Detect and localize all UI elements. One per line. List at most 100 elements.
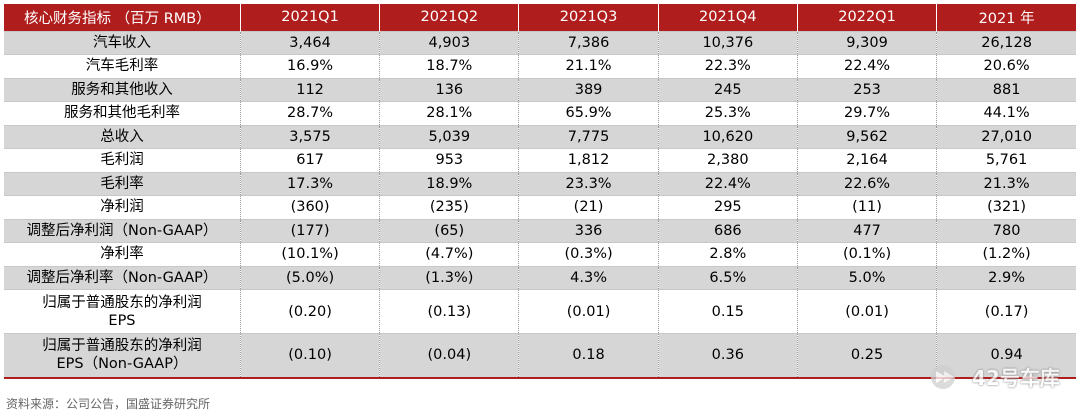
table-cell: 0.15 — [657, 289, 798, 334]
table-cell: 26,128 — [936, 30, 1076, 55]
table-cell: 3,464 — [239, 30, 380, 55]
table-cell: (360) — [239, 195, 380, 219]
table-cell: 25.3% — [657, 101, 798, 125]
header-period: 2021Q2 — [379, 4, 519, 31]
row-label-text: 汽车毛利率 — [85, 58, 159, 75]
row-label-text: 汽车收入 — [92, 34, 151, 51]
table-row: 毛利率 17.3% 18.9% 23.3% 22.4% 22.6% 21.3% — [4, 171, 1076, 196]
table-cell: 112 — [239, 77, 380, 102]
table-cell: (0.1%) — [796, 242, 937, 266]
table-cell: (0.01) — [518, 289, 659, 334]
row-label-text: 毛利率 — [100, 175, 144, 192]
table-cell: 21.3% — [936, 171, 1076, 196]
header-period: 2022Q1 — [796, 4, 937, 31]
table-body: 汽车收入 3,464 4,903 7,386 10,376 9,309 26,128 汽车毛利… — [4, 30, 1076, 379]
table-cell: 389 — [518, 77, 659, 102]
table-row: 总收入 3,575 5,039 7,775 10,620 9,562 27,010 — [4, 124, 1076, 149]
table-cell: 2,380 — [657, 148, 798, 172]
table-cell: 22.4% — [796, 54, 937, 78]
financial-table-container: 核心财务指标 （百万 RMB） 2021Q1 2021Q2 2021Q3 2021Q4 2… — [4, 4, 1076, 379]
table-cell: 6.5% — [657, 265, 798, 290]
table-cell: 5,761 — [936, 148, 1076, 172]
garage-logo-icon — [931, 364, 955, 389]
table-cell: 0.36 — [657, 333, 798, 379]
table-cell: 9,562 — [796, 124, 937, 149]
table-cell: (235) — [379, 195, 519, 219]
table-cell: 4,903 — [379, 30, 519, 55]
table-cell: 881 — [936, 77, 1076, 102]
table-cell: 4.3% — [518, 265, 659, 290]
table-cell: 28.1% — [379, 101, 519, 125]
table-cell: (0.20) — [239, 289, 380, 334]
row-label-text: 净利率 — [100, 246, 144, 263]
table-cell: 20.6% — [936, 54, 1076, 78]
row-label: 服务和其他毛利率 — [4, 101, 241, 125]
source-footnote: 资料来源：公司公告，国盛证券研究所 — [6, 397, 211, 411]
row-label: 服务和其他收入 — [4, 77, 241, 102]
table-cell: 22.6% — [796, 171, 937, 196]
table-cell: 5,039 — [379, 124, 519, 149]
table-cell: (10.1%) — [239, 242, 380, 266]
table-row: 服务和其他毛利率 28.7% 28.1% 65.9% 25.3% 29.7% 44.1% — [4, 101, 1076, 125]
table-cell: 136 — [379, 77, 519, 102]
row-label: 毛利率 — [4, 171, 241, 196]
row-label: 归属于普通股东的净利润 EPS — [4, 289, 241, 334]
row-label: 汽车收入 — [4, 30, 241, 55]
table-cell: (1.2%) — [936, 242, 1076, 266]
row-label: 归属于普通股东的净利润 EPS（Non-GAAP） — [4, 333, 241, 379]
table-cell: 953 — [379, 148, 519, 172]
row-label: 净利率 — [4, 242, 241, 266]
header-metric-label: 核心财务指标 （百万 RMB） — [24, 10, 211, 27]
table-cell: 7,386 — [518, 30, 659, 55]
table-cell: 10,376 — [657, 30, 798, 55]
table-cell: 23.3% — [518, 171, 659, 196]
table-cell: 29.7% — [796, 101, 937, 125]
table-cell: 253 — [796, 77, 937, 102]
row-label-text: 净利润 — [100, 199, 144, 216]
table-header-row: 核心财务指标 （百万 RMB） 2021Q1 2021Q2 2021Q3 2021Q4 2… — [4, 4, 1076, 31]
row-label-text: 服务和其他毛利率 — [63, 105, 180, 122]
row-label: 调整后净利润（Non-GAAP） — [4, 218, 241, 243]
table-cell: 295 — [657, 195, 798, 219]
table-row: 调整后净利润（Non-GAAP） (177) (65) 336 686 477 780 — [4, 218, 1076, 243]
table-cell: (177) — [239, 218, 380, 243]
table-cell: (1.3%) — [379, 265, 519, 290]
table-cell: 477 — [796, 218, 937, 243]
row-label-text: 服务和其他收入 — [71, 81, 173, 98]
table-cell: (0.17) — [936, 289, 1076, 334]
table-row: 服务和其他收入 112 136 389 245 253 881 — [4, 77, 1076, 102]
table-cell: 0.94 — [936, 333, 1076, 379]
table-cell: (0.13) — [379, 289, 519, 334]
row-label-text: 毛利润 — [100, 152, 144, 169]
table-row: 净利润 (360) (235) (21) 295 (11) (321) — [4, 195, 1076, 219]
financial-metrics-table: 核心财务指标 （百万 RMB） 2021Q1 2021Q2 2021Q3 2021Q4 2… — [4, 4, 1076, 379]
table-cell: (0.3%) — [518, 242, 659, 266]
table-cell: 336 — [518, 218, 659, 243]
table-cell: (11) — [796, 195, 937, 219]
table-cell: 0.18 — [518, 333, 659, 379]
table-row: 归属于普通股东的净利润 EPS (0.20) (0.13) (0.01) 0.15 (0.0… — [4, 289, 1076, 334]
table-cell: 22.3% — [657, 54, 798, 78]
row-label: 毛利润 — [4, 148, 241, 172]
row-label-text: 归属于普通股东的净利润 — [42, 338, 202, 355]
table-row: 调整后净利率（Non-GAAP） (5.0%) (1.3%) 4.3% 6.5% 5.0%… — [4, 265, 1076, 290]
table-cell: 245 — [657, 77, 798, 102]
table-cell: 686 — [657, 218, 798, 243]
table-cell: 617 — [239, 148, 380, 172]
table-cell: 21.1% — [518, 54, 659, 78]
table-cell: 10,620 — [657, 124, 798, 149]
table-cell: 22.4% — [657, 171, 798, 196]
table-cell: (21) — [518, 195, 659, 219]
table-cell: 65.9% — [518, 101, 659, 125]
row-label: 调整后净利率（Non-GAAP） — [4, 265, 241, 290]
header-period: 2021Q4 — [657, 4, 798, 31]
table-cell: 2.9% — [936, 265, 1076, 290]
table-cell: 17.3% — [239, 171, 380, 196]
table-cell: (4.7%) — [379, 242, 519, 266]
row-label: 净利润 — [4, 195, 241, 219]
table-row: 毛利润 617 953 1,812 2,380 2,164 5,761 — [4, 148, 1076, 172]
table-cell: 16.9% — [239, 54, 380, 78]
table-cell: 7,775 — [518, 124, 659, 149]
table-row: 汽车毛利率 16.9% 18.7% 21.1% 22.3% 22.4% 20.6% — [4, 54, 1076, 78]
table-cell: 18.7% — [379, 54, 519, 78]
